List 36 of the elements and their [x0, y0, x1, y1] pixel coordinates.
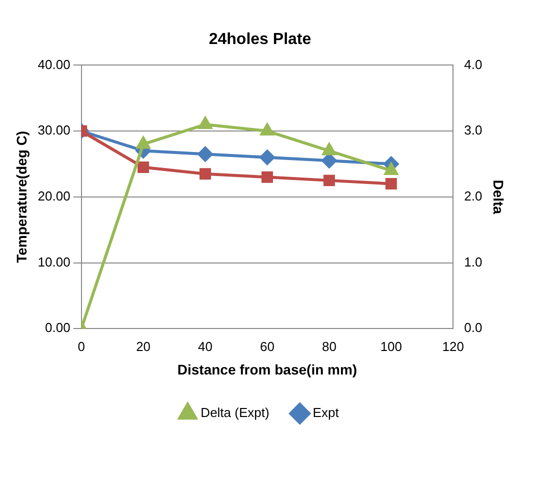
x-axis-title: Distance from base(in mm) — [177, 361, 358, 378]
x-tick-label: 120 — [442, 338, 464, 354]
y2-tick-label: 0.0 — [464, 320, 482, 336]
y-tick-label: 30.00 — [38, 122, 70, 138]
y-tick-label: 40.00 — [38, 56, 70, 72]
point — [385, 178, 397, 190]
point — [198, 146, 213, 162]
point — [260, 124, 274, 136]
y2-tick-label: 2.0 — [464, 188, 482, 204]
y-tick-label: 10.00 — [38, 254, 70, 270]
y2-tick-label: 1.0 — [464, 254, 482, 270]
y2-tick-label: 3.0 — [464, 122, 482, 138]
point — [136, 136, 150, 149]
point — [260, 150, 275, 165]
x-tick-label: 100 — [380, 338, 402, 354]
legend-label: Expt — [312, 405, 340, 420]
point — [200, 168, 212, 180]
point — [261, 171, 273, 183]
y-tick-label: 20.00 — [38, 188, 70, 204]
point — [322, 153, 337, 168]
point — [198, 116, 212, 129]
chart-title: 24holes Plate — [208, 31, 312, 48]
x-tick-label: 40 — [198, 338, 212, 354]
x-tick-label: 60 — [260, 338, 274, 354]
x-tick-label: 80 — [322, 338, 336, 354]
y-tick-label: 0.00 — [45, 320, 70, 336]
x-tick-label: 0 — [78, 338, 85, 354]
point — [138, 162, 150, 174]
point — [322, 143, 336, 156]
point — [323, 174, 335, 186]
y2-tick-label: 4.0 — [464, 56, 482, 72]
y2-axis-title: Delta — [490, 180, 507, 214]
y-axis-title: Temperature(deg C) — [13, 130, 30, 263]
legend-label: Delta (Expt) — [200, 405, 270, 420]
x-tick-label: 20 — [136, 338, 151, 354]
point — [384, 163, 398, 176]
